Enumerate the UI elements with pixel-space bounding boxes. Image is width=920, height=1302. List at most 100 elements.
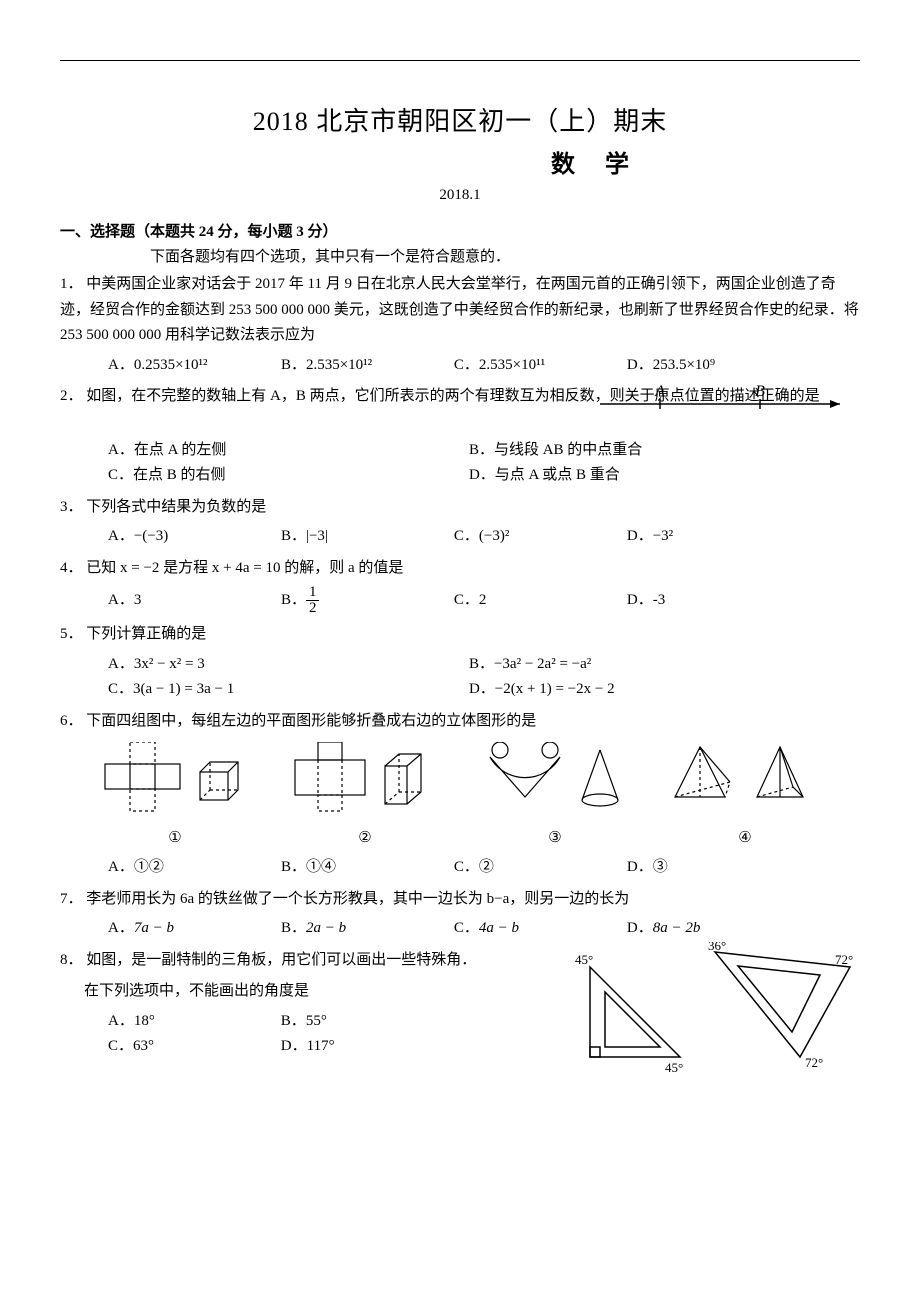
q8-B-val: 55° — [306, 1013, 327, 1029]
q5-opt-b: B．−3a² − 2a² = −a² — [469, 652, 830, 678]
top-rule — [60, 60, 860, 61]
q6-fig-1 — [80, 742, 270, 822]
q3-options: A．−(−3) B．|−3| C．(−3)² D．−3² — [108, 524, 860, 550]
q5-opt-c: C．3(a − 1) = 3a − 1 — [108, 677, 469, 703]
q2-opt-c: C．在点 B 的右侧 — [108, 463, 469, 489]
q6-opt-a: A．①② — [108, 855, 281, 881]
q6-label-1: ① — [80, 826, 270, 852]
q3-C-val: (−3)² — [479, 528, 509, 544]
q6-B-val: ①④ — [306, 859, 336, 875]
q4-B-den: 2 — [306, 601, 320, 616]
q4-opt-d: D．-3 — [627, 588, 800, 614]
q5-options: A．3x² − x² = 3 B．−3a² − 2a² = −a² C．3(a … — [108, 652, 860, 703]
q7-opt-a: A．7a − b — [108, 916, 281, 942]
q4-number: 4． — [60, 560, 83, 576]
q1-D-val: 253.5×10⁹ — [653, 357, 715, 373]
q7-A-val: 7a − b — [134, 920, 174, 936]
exam-date: 2018.1 — [60, 187, 860, 204]
svg-text:A: A — [654, 384, 665, 400]
q7-opt-c: C．4a − b — [454, 916, 627, 942]
q7-D-val: 8a − 2b — [653, 920, 701, 936]
numberline-svg: A B — [600, 384, 850, 412]
q7-opt-d: D．8a − 2b — [627, 916, 800, 942]
q3-A-val: −(−3) — [134, 528, 168, 544]
q8-number: 8． — [60, 952, 83, 968]
q3-text: 下列各式中结果为负数的是 — [86, 499, 266, 515]
exam-title: 2018 北京市朝阳区初一（上）期末 — [60, 101, 860, 138]
q2-opt-b: B．与线段 AB 的中点重合 — [469, 438, 830, 464]
q7-C-val: 4a − b — [479, 920, 519, 936]
q6-label-3: ③ — [460, 826, 650, 852]
q2-opt-a: A．在点 A 的左侧 — [108, 438, 469, 464]
q3-B-val: |−3| — [306, 528, 328, 544]
q4-C-val: 2 — [479, 592, 487, 608]
q8-opt-c: C．63° — [108, 1034, 281, 1060]
q6-figure-labels: ① ② ③ ④ — [80, 826, 840, 852]
q6-A-val: ①② — [134, 859, 164, 875]
q7-options: A．7a − b B．2a − b C．4a − b D．8a − 2b — [108, 916, 860, 942]
q6-figure-row — [80, 742, 840, 822]
q8-text-1: 如图，是一副特制的三角板，用它们可以画出一些特殊角． — [86, 952, 476, 968]
q4-B-frac: 12 — [306, 585, 320, 616]
q6-opt-b: B．①④ — [281, 855, 454, 881]
section-1-heading: 一、选择题（本题共 24 分，每小题 3 分） — [60, 220, 860, 241]
q1-opt-b: B．2.535×10¹² — [281, 353, 454, 379]
q8-opt-d: D．117° — [281, 1034, 454, 1060]
q6-D-val: ③ — [653, 859, 668, 875]
q3-opt-b: B．|−3| — [281, 524, 454, 550]
q6-fig-2 — [270, 742, 460, 822]
q8-C-val: 63° — [133, 1038, 154, 1054]
q5-opt-d: D．−2(x + 1) = −2x − 2 — [469, 677, 830, 703]
question-3: 3． 下列各式中结果为负数的是 A．−(−3) B．|−3| C．(−3)² D… — [60, 495, 860, 550]
q6-opt-c: C．② — [454, 855, 627, 881]
q3-D-val: −3² — [653, 528, 673, 544]
q8-A-val: 18° — [134, 1013, 155, 1029]
q3-opt-c: C．(−3)² — [454, 524, 627, 550]
q4-opt-c: C．2 — [454, 588, 627, 614]
q2-A-val: 在点 A 的左侧 — [134, 442, 227, 458]
question-2: 2． 如图，在不完整的数轴上有 A，B 两点，它们所表示的两个有理数互为相反数，… — [60, 384, 860, 489]
q4-opt-b: B．12 — [281, 585, 454, 616]
question-4: 4． 已知 x = −2 是方程 x + 4a = 10 的解，则 a 的值是 … — [60, 556, 860, 617]
q6-text: 下面四组图中，每组左边的平面图形能够折叠成右边的立体图形的是 — [86, 713, 536, 729]
q7-B-val: 2a − b — [306, 920, 346, 936]
q1-text: 中美两国企业家对话会于 2017 年 11 月 9 日在北京人民大会堂举行，在两… — [60, 276, 859, 343]
question-8: 8． 如图，是一副特制的三角板，用它们可以画出一些特殊角． 在下列选项中，不能画… — [60, 948, 860, 1060]
svg-text:B: B — [755, 384, 765, 400]
svg-text:45°: 45° — [665, 1060, 683, 1072]
q5-number: 5． — [60, 626, 83, 642]
q1-A-val: 0.2535×10¹² — [134, 357, 208, 373]
exam-page: 2018 北京市朝阳区初一（上）期末 数学 2018.1 一、选择题（本题共 2… — [0, 0, 920, 1106]
exam-subject: 数学 — [60, 144, 860, 179]
question-7: 7． 李老师用长为 6a 的铁丝做了一个长方形教具，其中一边长为 b−a，则另一… — [60, 887, 860, 942]
q6-number: 6． — [60, 713, 83, 729]
q2-opt-d: D．与点 A 或点 B 重合 — [469, 463, 830, 489]
q2-B-val: 与线段 AB 的中点重合 — [494, 442, 642, 458]
q2-C-val: 在点 B 的右侧 — [133, 467, 226, 483]
q3-opt-d: D．−3² — [627, 524, 800, 550]
q5-text: 下列计算正确的是 — [86, 626, 206, 642]
q1-B-val: 2.535×10¹² — [306, 357, 372, 373]
q3-number: 3． — [60, 499, 83, 515]
q5-A-val: 3x² − x² = 3 — [134, 656, 205, 672]
q2-D-val: 与点 A 或点 B 重合 — [495, 467, 620, 483]
svg-text:72°: 72° — [805, 1055, 823, 1070]
section-1-intro: 下面各题均有四个选项，其中只有一个是符合题意的． — [120, 245, 860, 266]
svg-text:36°: 36° — [708, 942, 726, 953]
q1-opt-a: A．0.2535×10¹² — [108, 353, 281, 379]
q3-opt-a: A．−(−3) — [108, 524, 281, 550]
q5-opt-a: A．3x² − x² = 3 — [108, 652, 469, 678]
q1-opt-d: D．253.5×10⁹ — [627, 353, 800, 379]
q6-fig-4 — [650, 742, 840, 822]
q5-D-val: −2(x + 1) = −2x − 2 — [495, 681, 615, 697]
question-5: 5． 下列计算正确的是 A．3x² − x² = 3 B．−3a² − 2a² … — [60, 622, 860, 703]
svg-text:72°: 72° — [835, 952, 853, 967]
q4-options: A．3 B．12 C．2 D．-3 — [108, 585, 860, 616]
q5-B-val: −3a² − 2a² = −a² — [494, 656, 591, 672]
q2-numberline-figure: A B — [600, 384, 850, 412]
q4-D-val: -3 — [653, 592, 666, 608]
q7-number: 7． — [60, 891, 83, 907]
q8-D-val: 117° — [307, 1038, 335, 1054]
svg-text:45°: 45° — [575, 952, 593, 967]
q8-opt-b: B．55° — [281, 1009, 454, 1035]
